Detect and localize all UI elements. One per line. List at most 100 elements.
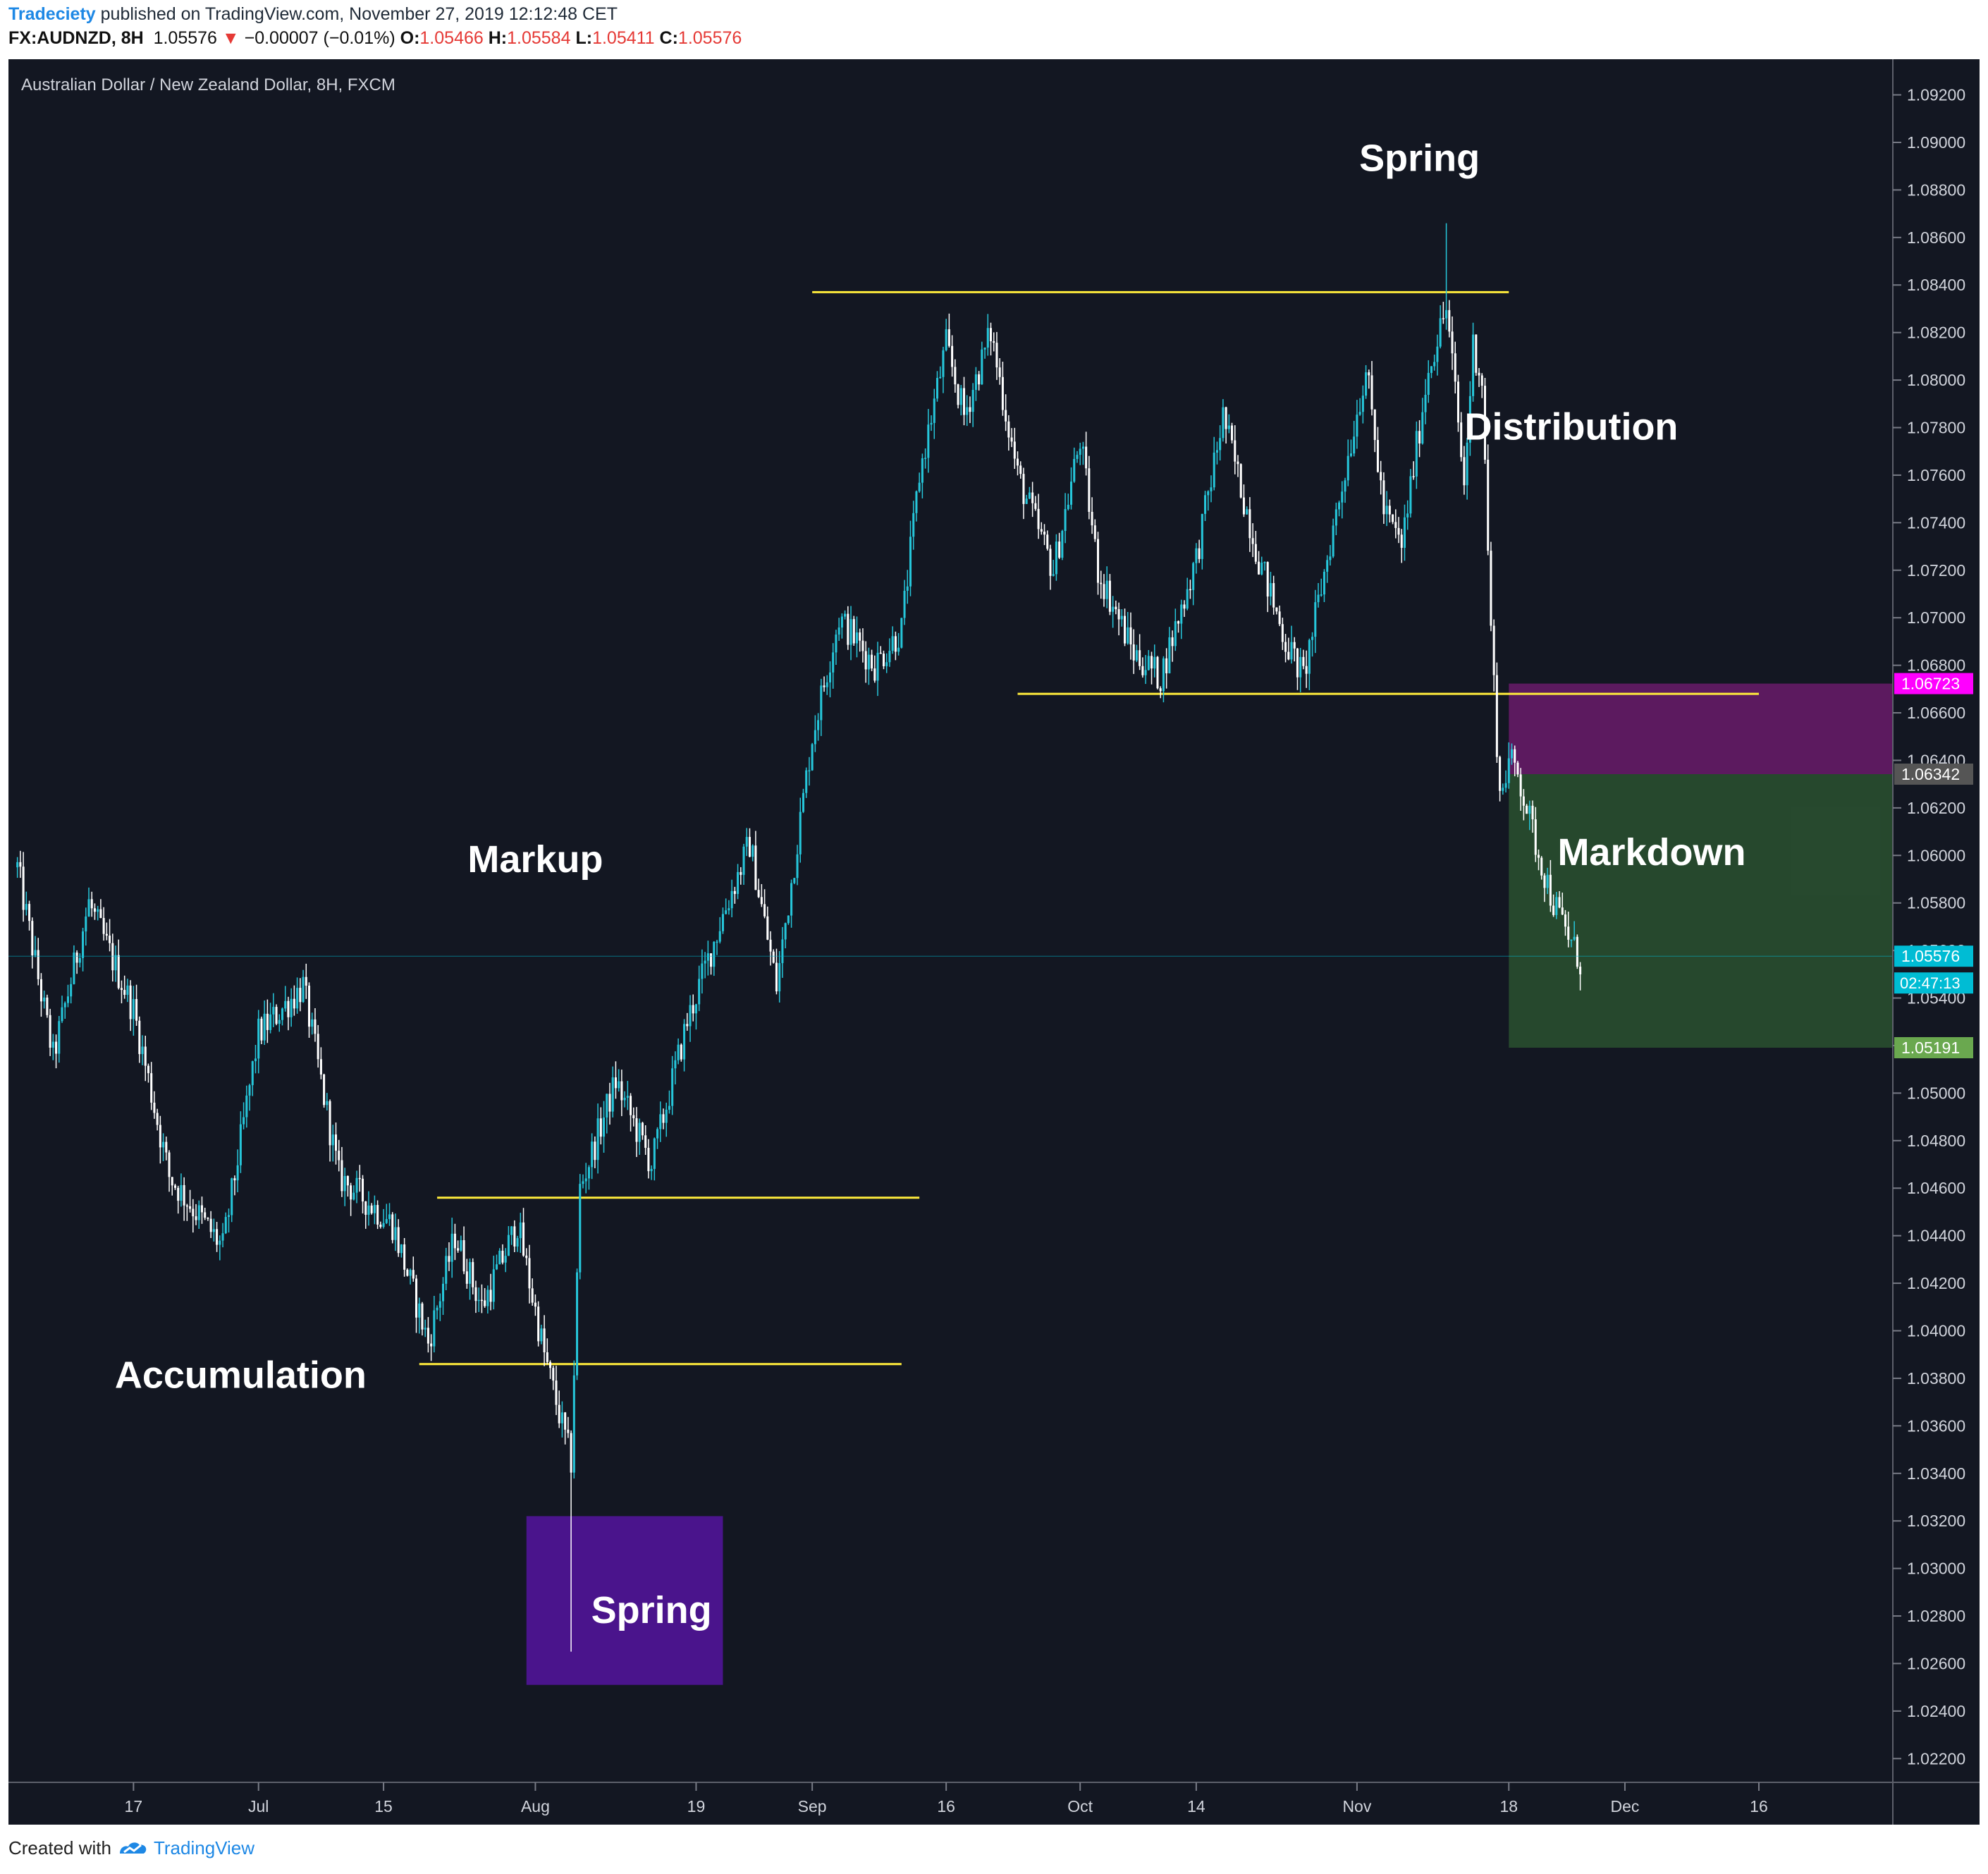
chart-frame: Australian Dollar / New Zealand Dollar, … bbox=[8, 59, 1980, 1825]
candle-body bbox=[516, 1238, 519, 1247]
publisher-name[interactable]: Tradeciety bbox=[8, 4, 96, 24]
candle-body bbox=[644, 1135, 647, 1149]
candle-body bbox=[117, 955, 120, 988]
candle-body bbox=[1040, 529, 1043, 532]
y-tick-label: 1.05000 bbox=[1907, 1084, 1965, 1102]
candle-body bbox=[1576, 936, 1578, 967]
candle-body bbox=[1055, 541, 1057, 575]
candle-body bbox=[1028, 492, 1031, 499]
candle-body bbox=[46, 997, 49, 1015]
candle-body bbox=[912, 513, 915, 537]
candle-body bbox=[930, 422, 933, 425]
candle-body bbox=[484, 1300, 486, 1306]
candle-body bbox=[513, 1226, 516, 1247]
candle-body bbox=[1421, 412, 1424, 443]
candle-body bbox=[1567, 926, 1570, 940]
candle-body bbox=[28, 904, 31, 921]
x-tick-label: 14 bbox=[1187, 1797, 1205, 1815]
candle-body bbox=[1231, 425, 1234, 441]
candle-body bbox=[457, 1248, 460, 1251]
candle-body bbox=[1168, 637, 1171, 673]
candle-body bbox=[334, 1134, 338, 1151]
tradingview-link[interactable]: TradingView bbox=[117, 1837, 254, 1859]
candle-body bbox=[921, 458, 924, 483]
candle-body bbox=[1361, 396, 1364, 412]
candle-body bbox=[480, 1299, 483, 1302]
candle-body bbox=[1483, 386, 1487, 460]
candle-body bbox=[93, 908, 96, 912]
candle-body bbox=[1147, 656, 1150, 670]
candle-body bbox=[900, 618, 903, 648]
candle-body bbox=[192, 1208, 195, 1217]
candle-body bbox=[1510, 749, 1514, 759]
candle-body bbox=[1219, 438, 1222, 451]
candle-body bbox=[1302, 656, 1305, 666]
candle-body bbox=[114, 955, 117, 971]
candle-body bbox=[1540, 857, 1543, 876]
candle-body bbox=[144, 1046, 147, 1066]
candle-body bbox=[141, 1046, 144, 1055]
candle-body bbox=[692, 1005, 694, 1014]
candle-body bbox=[1025, 498, 1028, 504]
candle-body bbox=[1504, 783, 1507, 788]
candle-body bbox=[501, 1250, 504, 1263]
candle-body bbox=[1225, 407, 1227, 429]
candle-body bbox=[1064, 509, 1067, 532]
candle-body bbox=[16, 862, 19, 868]
candle-body bbox=[665, 1109, 668, 1123]
candle-body bbox=[1424, 394, 1427, 412]
candle-body bbox=[1546, 874, 1549, 888]
candle-body bbox=[1400, 534, 1403, 549]
time-axis-panel bbox=[8, 1782, 1980, 1825]
candle-body bbox=[560, 1412, 563, 1423]
candle-body bbox=[814, 730, 816, 745]
chart-title: Australian Dollar / New Zealand Dollar, … bbox=[21, 75, 395, 94]
candle-body bbox=[1418, 431, 1421, 443]
candle-body bbox=[582, 1181, 584, 1184]
candle-body bbox=[1451, 331, 1454, 354]
candle-body bbox=[1338, 502, 1341, 510]
candle-body bbox=[272, 1007, 275, 1015]
candle-body bbox=[710, 953, 713, 967]
candle-body bbox=[311, 1019, 314, 1027]
candle-body bbox=[1141, 666, 1144, 675]
candle-body bbox=[1365, 372, 1368, 396]
candle-body bbox=[706, 953, 709, 961]
price-tag-stop bbox=[1894, 673, 1973, 694]
candle-body bbox=[430, 1343, 433, 1347]
candle-body bbox=[962, 388, 966, 415]
candle-body bbox=[1487, 460, 1490, 551]
candle-body bbox=[1334, 509, 1337, 526]
candle-body bbox=[269, 1014, 272, 1030]
candle-body bbox=[418, 1303, 421, 1318]
candle-body bbox=[248, 1085, 251, 1096]
candle-body bbox=[1314, 602, 1317, 637]
candle-body bbox=[1579, 967, 1582, 974]
candlestick-chart[interactable]: Australian Dollar / New Zealand Dollar, … bbox=[8, 59, 1980, 1825]
candle-body bbox=[793, 878, 796, 883]
x-tick-label: 15 bbox=[374, 1797, 393, 1815]
candle-body bbox=[105, 933, 108, 936]
candle-body bbox=[260, 1018, 263, 1041]
candle-body bbox=[1251, 538, 1254, 544]
candle-body bbox=[796, 854, 799, 878]
candle-body bbox=[1490, 551, 1492, 626]
candle-body bbox=[799, 812, 802, 855]
candle-body bbox=[284, 1000, 287, 1009]
price-tag-target-value: 1.05191 bbox=[1901, 1039, 1960, 1057]
price-tag-target bbox=[1894, 1037, 1973, 1059]
candle-body bbox=[1388, 506, 1391, 515]
candle-body bbox=[1052, 574, 1055, 576]
candle-body bbox=[668, 1106, 670, 1110]
candle-body bbox=[1013, 441, 1016, 459]
candle-body bbox=[704, 960, 706, 964]
candle-body bbox=[1210, 487, 1213, 491]
candle-body bbox=[1183, 604, 1186, 609]
candle-body bbox=[70, 984, 73, 997]
candle-body bbox=[129, 985, 132, 1019]
x-tick-label: Dec bbox=[1610, 1797, 1639, 1815]
candle-body bbox=[1454, 353, 1456, 382]
candle-body bbox=[1195, 548, 1198, 563]
candle-body bbox=[195, 1216, 197, 1220]
candle-body bbox=[364, 1201, 367, 1215]
